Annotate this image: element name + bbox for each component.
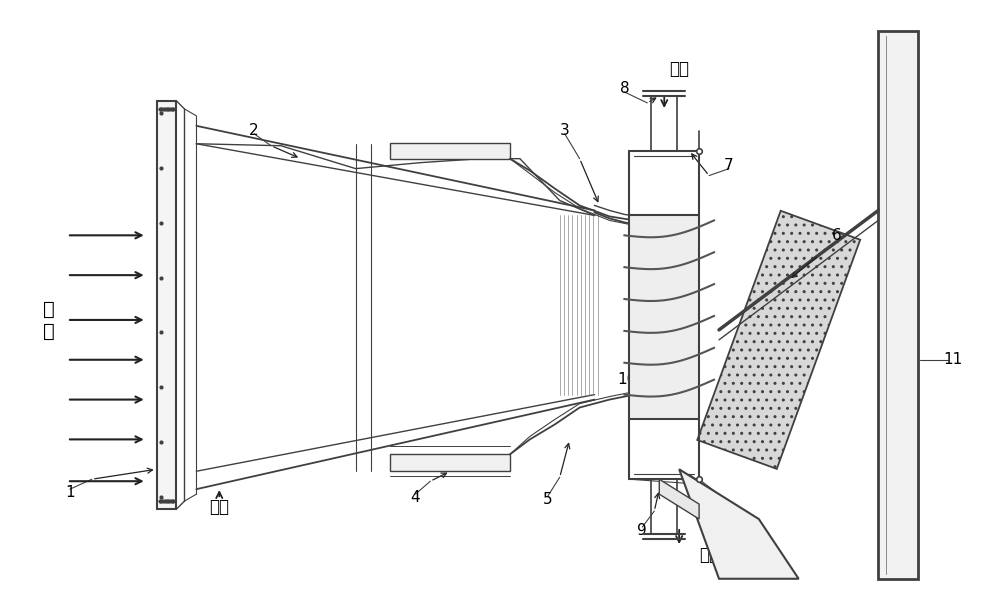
Text: 5: 5	[543, 492, 553, 507]
Polygon shape	[390, 454, 510, 472]
Polygon shape	[679, 469, 799, 579]
Text: 11: 11	[943, 352, 963, 367]
Text: 俯视: 俯视	[209, 498, 229, 516]
Text: 4: 4	[411, 489, 420, 505]
Text: 6: 6	[832, 228, 841, 243]
Polygon shape	[629, 216, 699, 419]
Text: 3: 3	[560, 123, 570, 138]
Text: 1: 1	[65, 484, 75, 500]
Polygon shape	[659, 479, 699, 519]
Text: 10: 10	[618, 372, 637, 387]
Text: 主
流: 主 流	[43, 300, 55, 340]
Polygon shape	[878, 31, 918, 579]
Text: 2: 2	[249, 123, 259, 138]
Text: 8: 8	[620, 82, 629, 96]
Text: 进气: 进气	[669, 60, 689, 78]
Text: 9: 9	[637, 524, 647, 538]
Text: 7: 7	[724, 158, 734, 173]
Text: 周向: 周向	[640, 255, 658, 270]
Polygon shape	[697, 211, 860, 469]
Polygon shape	[390, 142, 510, 158]
Polygon shape	[157, 101, 176, 509]
Text: 出气: 出气	[699, 546, 719, 564]
